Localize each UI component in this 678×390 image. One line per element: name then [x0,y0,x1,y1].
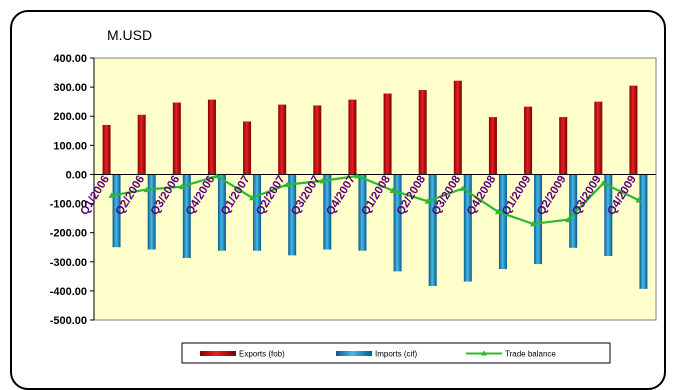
imports-bar [463,174,472,282]
imports-bar [253,174,262,251]
legend-label: Exports (fob) [239,350,285,359]
unit-label: M.USD [107,27,152,43]
imports-bar [182,174,191,258]
y-tick-label: -500.00 [50,315,87,327]
trade-balance-point [389,187,396,193]
y-tick-label: 100.00 [53,140,87,152]
y-tick-label: 0.00 [66,169,87,181]
chart: M.USD 400.00 300.00 200.00 100.00 0.00 -100.0… [50,27,657,364]
exports-bar [383,93,392,175]
imports-bar [358,174,367,251]
y-tick-label: -200.00 [50,228,87,240]
imports-bar [639,174,648,289]
legend-swatch [200,351,236,356]
imports-bar [393,174,402,272]
trade-balance-point [494,208,501,215]
y-tick-label: 400.00 [53,53,87,65]
exports-bar [453,80,462,175]
trade-balance-point [213,172,220,179]
trade-balance-point [635,197,642,203]
y-tick-label: 300.00 [53,82,87,94]
legend-swatch [336,351,372,356]
exports-bar [524,106,533,175]
exports-bar [488,117,497,175]
legend-label: Trade balance [505,350,556,359]
trade-balance-point [178,183,185,190]
trade-balance-point [108,192,115,198]
trade-balance-point [319,177,326,184]
exports-bar [243,121,252,175]
trade-balance-point [424,198,431,204]
imports-bar [323,174,332,250]
exports-bar [278,104,287,175]
trade-balance-polyline [111,174,639,226]
y-axis: 400.00 300.00 200.00 100.00 0.00 -100.00 -200.… [50,53,95,327]
imports-bar [604,174,613,256]
imports-bar [288,174,297,256]
exports-bar [348,99,357,175]
imports-bar [217,174,226,251]
y-tick-label: -300.00 [50,257,87,269]
exports-bar [137,114,146,175]
imports-bar [569,174,578,248]
trade-balance-point [459,185,466,191]
y-tick-label: -400.00 [50,286,87,298]
imports-bar [112,174,121,248]
exports-bar [559,117,568,175]
trade-balance-point [600,180,607,186]
trade-balance-point [284,181,291,188]
exports-bar [172,102,181,175]
imports-bar [147,174,156,250]
y-tick-label: 200.00 [53,111,87,123]
trade-balance-point [354,172,361,179]
imports-bar [428,174,437,286]
imports-bar [498,174,507,270]
trade-balance-point [143,186,150,193]
legend: Exports (fob) Imports (cif) Trade balance [181,342,611,364]
legend-label: Imports (cif) [375,350,418,359]
exports-bars [102,80,638,175]
exports-bar [102,124,111,175]
trade-balance-point [249,194,256,201]
legend-marker [481,350,487,356]
exports-bar [418,90,427,175]
exports-bar [313,105,322,175]
trade-balance-point [565,216,572,223]
exports-bar [594,101,603,175]
exports-bar [629,85,638,175]
y-tick-label: -100.00 [50,199,87,211]
exports-bar [207,99,216,175]
legend-box [181,342,611,364]
imports-bars [112,174,648,289]
trade-balance-line [108,172,642,227]
imports-bar [534,174,543,265]
trade-balance-point [530,220,537,227]
